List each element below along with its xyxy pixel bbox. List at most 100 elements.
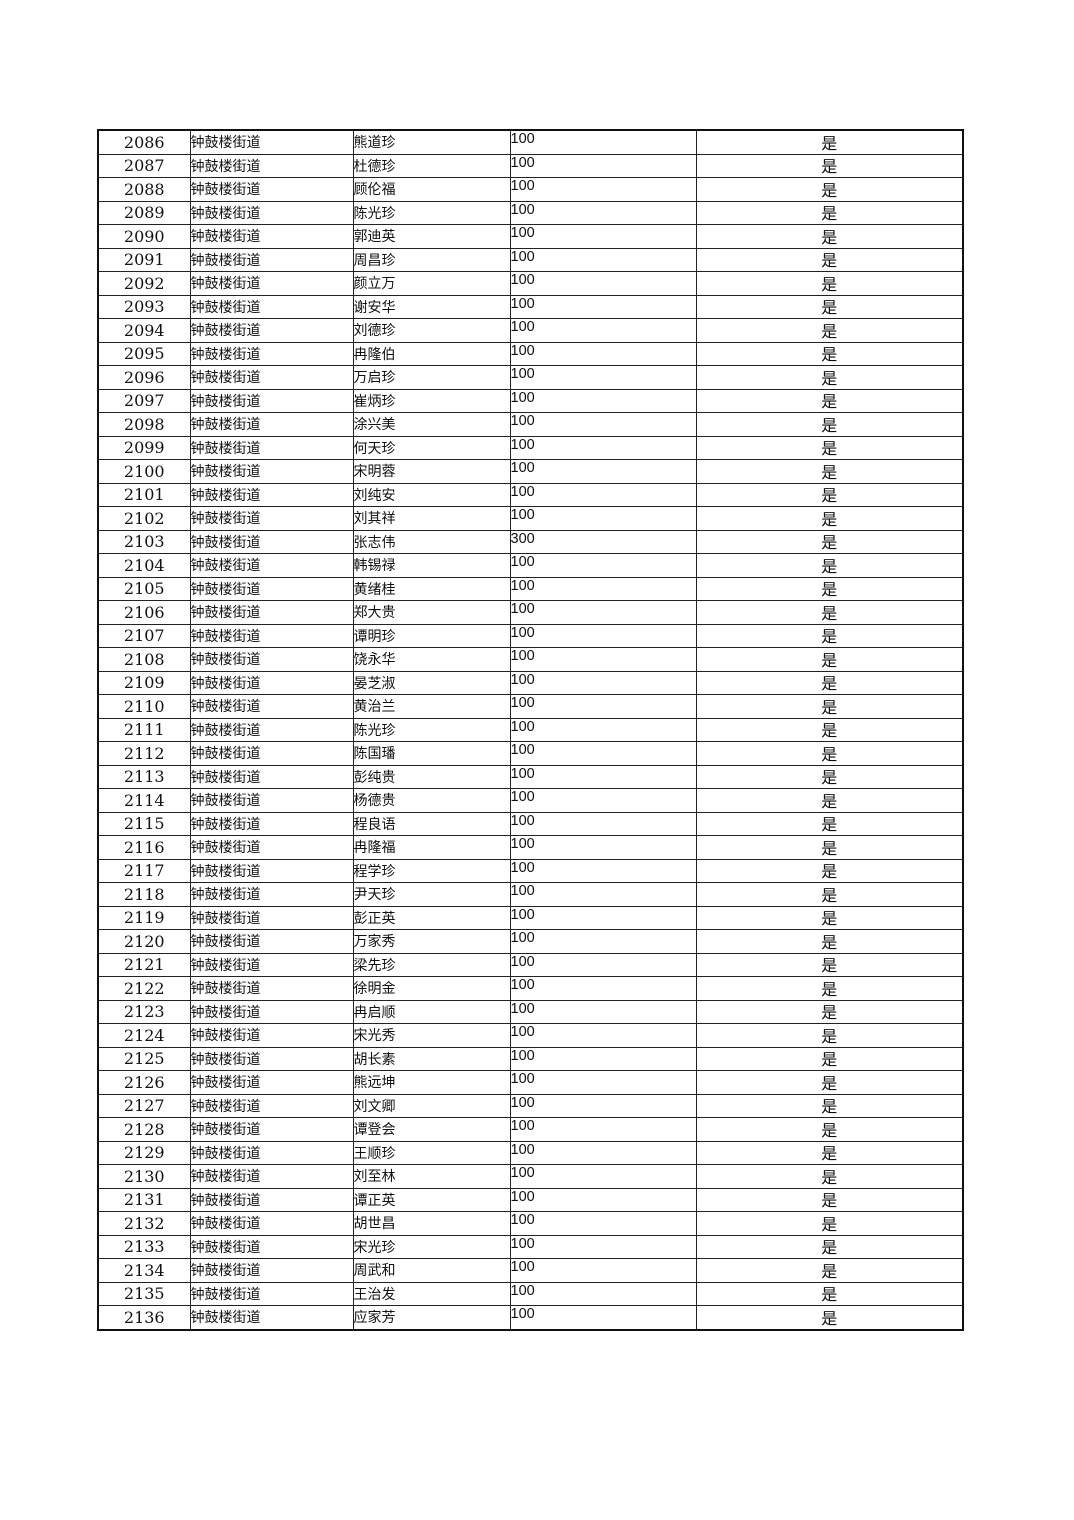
street-cell: 钟鼓楼街道: [189, 459, 354, 484]
table-row: 2088 钟鼓楼街道 顾伦福 100 是: [97, 177, 964, 202]
name-cell: 程良语: [352, 811, 511, 836]
name-cell: 刘文卿: [352, 1093, 511, 1118]
street-cell: 钟鼓楼街道: [189, 976, 354, 1001]
street-cell: 钟鼓楼街道: [189, 294, 354, 319]
name-cell: 胡世昌: [352, 1211, 511, 1236]
name-cell: 徐明金: [352, 976, 511, 1001]
flag-cell: 是: [695, 999, 964, 1024]
table-row: 2116 钟鼓楼街道 冉隆福 100 是: [97, 835, 964, 860]
amount-cell: 100: [509, 647, 697, 672]
amount-cell: 100: [509, 600, 697, 625]
name-cell: 黄治兰: [352, 694, 511, 719]
street-cell: 钟鼓楼街道: [189, 764, 354, 789]
street-cell: 钟鼓楼街道: [189, 741, 354, 766]
amount-cell: 100: [509, 1281, 697, 1306]
amount-cell: 100: [509, 858, 697, 883]
street-cell: 钟鼓楼街道: [189, 341, 354, 366]
table-row: 2131 钟鼓楼街道 谭正英 100 是: [97, 1187, 964, 1212]
flag-cell: 是: [695, 1305, 964, 1330]
street-cell: 钟鼓楼街道: [189, 905, 354, 930]
table-row: 2129 钟鼓楼街道 王顺珍 100 是: [97, 1140, 964, 1165]
flag-cell: 是: [695, 929, 964, 954]
table-row: 2125 钟鼓楼街道 胡长素 100 是: [97, 1046, 964, 1071]
street-cell: 钟鼓楼街道: [189, 1187, 354, 1212]
name-cell: 黄绪桂: [352, 576, 511, 601]
table-row: 2114 钟鼓楼街道 杨德贵 100 是: [97, 788, 964, 813]
name-cell: 陈光珍: [352, 200, 511, 225]
street-cell: 钟鼓楼街道: [189, 435, 354, 460]
row-number-cell: 2131: [97, 1187, 191, 1212]
flag-cell: 是: [695, 576, 964, 601]
flag-cell: 是: [695, 694, 964, 719]
row-number-cell: 2102: [97, 506, 191, 531]
table-row: 2117 钟鼓楼街道 程学珍 100 是: [97, 858, 964, 883]
street-cell: 钟鼓楼街道: [189, 1234, 354, 1259]
table-row: 2108 钟鼓楼街道 饶永华 100 是: [97, 647, 964, 672]
street-cell: 钟鼓楼街道: [189, 623, 354, 648]
flag-cell: 是: [695, 1093, 964, 1118]
row-number-cell: 2091: [97, 247, 191, 272]
name-cell: 宋光珍: [352, 1234, 511, 1259]
table-row: 2132 钟鼓楼街道 胡世昌 100 是: [97, 1211, 964, 1236]
row-number-cell: 2126: [97, 1070, 191, 1095]
amount-cell: 100: [509, 788, 697, 813]
name-cell: 陈国璠: [352, 741, 511, 766]
row-number-cell: 2087: [97, 153, 191, 178]
name-cell: 周昌珍: [352, 247, 511, 272]
name-cell: 熊远坤: [352, 1070, 511, 1095]
street-cell: 钟鼓楼街道: [189, 647, 354, 672]
amount-cell: 100: [509, 1140, 697, 1165]
row-number-cell: 2104: [97, 553, 191, 578]
amount-cell: 100: [509, 129, 697, 155]
flag-cell: 是: [695, 341, 964, 366]
row-number-cell: 2106: [97, 600, 191, 625]
flag-cell: 是: [695, 1187, 964, 1212]
flag-cell: 是: [695, 271, 964, 296]
table-row: 2089 钟鼓楼街道 陈光珍 100 是: [97, 200, 964, 225]
name-cell: 周武和: [352, 1258, 511, 1283]
row-number-cell: 2103: [97, 529, 191, 554]
table-row: 2103 钟鼓楼街道 张志伟 300 是: [97, 529, 964, 554]
flag-cell: 是: [695, 1140, 964, 1165]
street-cell: 钟鼓楼街道: [189, 365, 354, 390]
table-row: 2086 钟鼓楼街道 熊道珍 100 是: [97, 129, 964, 155]
street-cell: 钟鼓楼街道: [189, 177, 354, 202]
amount-cell: 100: [509, 670, 697, 695]
table-row: 2136 钟鼓楼街道 应家芳 100 是: [97, 1305, 964, 1330]
table-row: 2112 钟鼓楼街道 陈国璠 100 是: [97, 741, 964, 766]
street-cell: 钟鼓楼街道: [189, 1305, 354, 1330]
street-cell: 钟鼓楼街道: [189, 412, 354, 437]
street-cell: 钟鼓楼街道: [189, 858, 354, 883]
amount-cell: 100: [509, 694, 697, 719]
row-number-cell: 2116: [97, 835, 191, 860]
row-number-cell: 2098: [97, 412, 191, 437]
amount-cell: 100: [509, 905, 697, 930]
amount-cell: 100: [509, 1046, 697, 1071]
table-body: 2086 钟鼓楼街道 熊道珍 100 是 2087 钟鼓楼街道 杜德珍 100 是 2088 钟鼓楼街…: [97, 129, 964, 1330]
row-number-cell: 2125: [97, 1046, 191, 1071]
flag-cell: 是: [695, 976, 964, 1001]
flag-cell: 是: [695, 388, 964, 413]
flag-cell: 是: [695, 741, 964, 766]
flag-cell: 是: [695, 506, 964, 531]
street-cell: 钟鼓楼街道: [189, 271, 354, 296]
flag-cell: 是: [695, 129, 964, 155]
row-number-cell: 2095: [97, 341, 191, 366]
amount-cell: 100: [509, 999, 697, 1024]
amount-cell: 100: [509, 1117, 697, 1142]
amount-cell: 100: [509, 929, 697, 954]
table-row: 2126 钟鼓楼街道 熊远坤 100 是: [97, 1070, 964, 1095]
table-row: 2130 钟鼓楼街道 刘至林 100 是: [97, 1164, 964, 1189]
street-cell: 钟鼓楼街道: [189, 1140, 354, 1165]
street-cell: 钟鼓楼街道: [189, 506, 354, 531]
street-cell: 钟鼓楼街道: [189, 694, 354, 719]
table-row: 2094 钟鼓楼街道 刘德珍 100 是: [97, 318, 964, 343]
street-cell: 钟鼓楼街道: [189, 788, 354, 813]
table-row: 2092 钟鼓楼街道 颜立万 100 是: [97, 271, 964, 296]
name-cell: 刘至林: [352, 1164, 511, 1189]
row-number-cell: 2088: [97, 177, 191, 202]
amount-cell: 100: [509, 482, 697, 507]
table-row: 2123 钟鼓楼街道 冉启顺 100 是: [97, 999, 964, 1024]
table-row: 2090 钟鼓楼街道 郭迪英 100 是: [97, 224, 964, 249]
flag-cell: 是: [695, 435, 964, 460]
